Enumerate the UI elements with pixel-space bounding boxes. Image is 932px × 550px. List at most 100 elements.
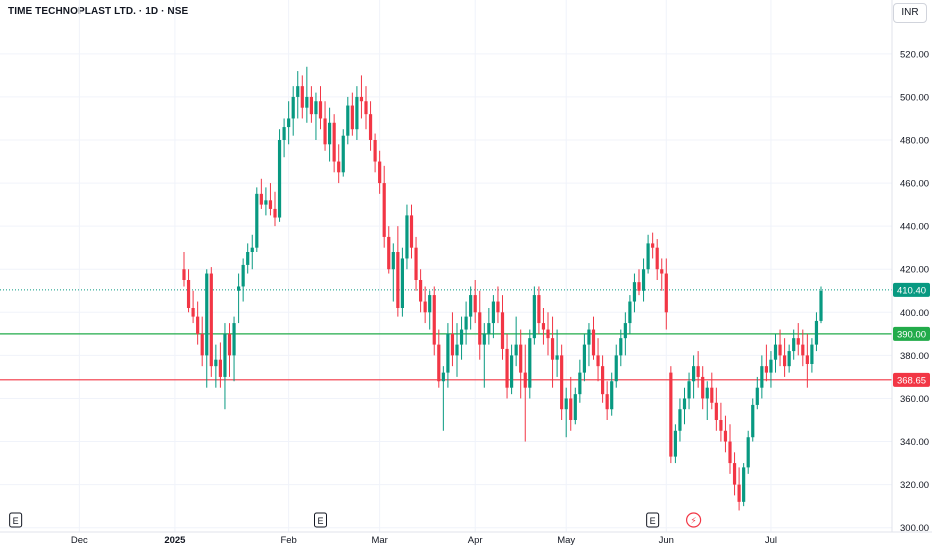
candle [268,183,273,216]
earnings-marker[interactable]: E [646,512,660,528]
candle [742,463,746,507]
candle-body [491,301,495,324]
candle-body [196,316,200,334]
candle [532,286,536,345]
x-tick-label: Mar [371,535,387,546]
candle [573,387,577,425]
candle [692,355,696,399]
y-tick-label: 380.00 [900,351,929,362]
x-tick-label: Dec [71,535,88,546]
candle [414,236,418,291]
candle [400,247,404,317]
candle [564,387,568,438]
candle [300,75,304,119]
candle-body [764,366,768,373]
candle-body [605,394,609,410]
candle [783,338,787,377]
candle [364,86,368,130]
candle-body [482,333,486,345]
candle [596,338,600,382]
candle-body [578,372,582,395]
candle [396,226,400,317]
y-tick-label: 320.00 [900,480,929,491]
candle-body [277,140,282,218]
candle-body [755,387,759,405]
candle [746,430,750,474]
candle [678,398,682,442]
currency-button[interactable]: INR [893,3,927,23]
candle [578,359,582,403]
earnings-marker-box [9,512,23,528]
dividend-marker[interactable]: ⚡ [685,512,702,528]
time-axis[interactable]: Dec 2025 Feb Mar Apr May Jun Jul [71,535,777,546]
candle-body [582,344,586,373]
candle-body [346,105,350,136]
candle-body [810,344,814,364]
candle [282,118,286,158]
candle-body [523,372,527,388]
candle-body [373,140,377,162]
candle [550,316,555,388]
candle [200,316,204,367]
candle-body [237,286,241,291]
candle-body [687,381,691,399]
x-tick-label: Jul [765,535,777,546]
candle-body [778,344,782,356]
candle [205,269,209,388]
y-tick-label: 400.00 [900,308,929,319]
candle [264,187,268,216]
candle-body [737,484,741,502]
candle-body [232,323,236,356]
candle-body [701,376,705,399]
earnings-marker[interactable]: E [9,512,23,528]
candle-body [742,467,746,502]
candle-body [705,387,709,399]
candle [796,323,800,356]
candle-body [801,344,805,356]
earnings-marker[interactable]: E [314,512,327,528]
candle-body [382,183,386,237]
candle-body [432,295,436,345]
candle-body [541,323,546,330]
last-price-label: 410.40 [893,282,930,297]
candle-body [673,430,677,457]
candle-body [414,247,418,280]
candle-body [309,96,313,115]
price-axis[interactable]: 300.00 320.00 340.00 360.00 380.00 400.00 420.… [900,49,929,534]
candle-body [619,338,623,356]
candle [273,191,277,227]
candle [191,290,195,324]
candle [587,323,591,367]
candle-body [783,355,787,367]
candle-body [314,101,318,115]
candle [323,101,327,151]
candle [714,387,718,431]
event-markers[interactable]: E E E ⚡ [9,512,702,528]
candle-body [223,333,227,377]
earnings-marker-text: E [13,516,19,526]
candle-body [637,282,641,291]
candle [341,129,345,177]
candle-body [368,114,373,140]
candle [491,295,495,339]
candle-body [546,329,550,339]
candle-body [664,273,668,313]
earnings-marker-box [314,512,327,528]
candle [223,323,227,410]
candle [227,323,232,377]
candle-body [441,372,445,382]
candle [651,232,655,259]
candle [710,372,714,410]
candle-body [819,290,823,321]
y-tick-label: 300.00 [900,523,929,534]
candle-body [660,269,664,274]
candle-body [732,463,737,485]
candle-body [623,323,627,339]
candle [819,286,823,324]
candle [423,286,427,324]
candle [469,286,473,330]
candle [482,323,486,388]
candle [696,351,700,388]
candle-body [350,105,354,130]
